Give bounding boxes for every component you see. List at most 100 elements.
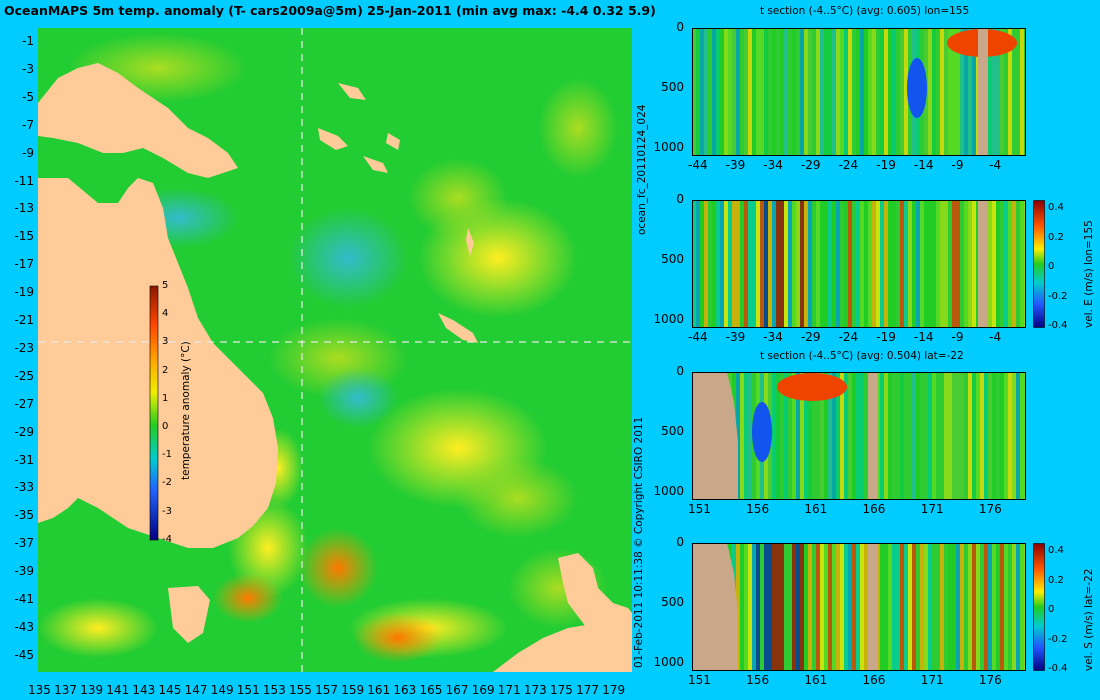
section-stripe (860, 200, 864, 328)
section-stripe (920, 200, 924, 328)
section-stripe (944, 200, 948, 328)
map-y-tick: -37 (14, 536, 34, 551)
section-stripe (740, 372, 744, 500)
section-stripe (752, 543, 756, 671)
section-stripe (912, 200, 916, 328)
run-label: ocean_fc_20110124_024 (636, 104, 648, 235)
section-stripe (956, 28, 960, 156)
section-stripe (996, 543, 1000, 671)
map-x-tick: 155 (289, 683, 312, 697)
section-stripe (696, 200, 700, 328)
section-stripe (788, 28, 792, 156)
section-stripe (952, 543, 956, 671)
map-y-tick: -1 (22, 34, 34, 48)
section-y-tick: 1000 (653, 655, 684, 669)
section-stripe (792, 28, 796, 156)
section-stripe (844, 200, 848, 328)
section-stripe (988, 372, 992, 500)
map-x-tick: 167 (445, 683, 469, 697)
section-stripe (964, 543, 968, 671)
section-y-tick: 0 (676, 192, 684, 206)
section-stripe (892, 372, 896, 500)
velocity-colorbar-tick: -0.4 (1048, 320, 1068, 331)
section-stripe (1008, 200, 1012, 328)
section-stripe (748, 372, 752, 500)
section-stripe (880, 543, 884, 671)
section-stripe (884, 200, 888, 328)
section-panel-3[interactable] (692, 372, 1026, 500)
section-stripe (992, 28, 996, 156)
section-stripe (872, 28, 876, 156)
section-stripe (1004, 372, 1008, 500)
section-stripe (736, 28, 740, 156)
section-stripe (948, 372, 952, 500)
temperature-anomaly-map[interactable] (38, 28, 632, 672)
section-y-tick: 500 (661, 252, 684, 266)
section-x-tick: -44 (688, 158, 708, 172)
section-stripe (864, 543, 868, 671)
section-stripe (876, 28, 880, 156)
section-stripe (884, 543, 888, 671)
section-stripe (772, 28, 776, 156)
section-panel-1[interactable] (692, 28, 1026, 156)
section-panel-4[interactable] (692, 543, 1026, 671)
section-stripe (748, 28, 752, 156)
section-x-tick: -19 (876, 158, 896, 172)
section-stripe (944, 372, 948, 500)
section-stripe (764, 200, 768, 328)
section-stripe (828, 28, 832, 156)
section-stripe (960, 200, 964, 328)
section-stripe (928, 28, 932, 156)
colorbar-tick: -2 (162, 477, 172, 489)
section-stripe (900, 372, 904, 500)
map-x-tick: 163 (393, 683, 417, 697)
velocity-colorbar (1033, 200, 1045, 328)
colorbar-tick: 4 (162, 308, 169, 320)
section-stripe (692, 200, 696, 328)
section-stripe (832, 543, 836, 671)
map-y-tick: -15 (14, 229, 34, 244)
section-stripe (1008, 543, 1012, 671)
map-x-tick: 177 (576, 683, 599, 697)
section-panel-2[interactable] (692, 200, 1026, 328)
section-stripe (848, 28, 852, 156)
section-stripe (1020, 372, 1024, 500)
section-x-tick: 171 (920, 502, 944, 516)
section-stripe (836, 200, 840, 328)
section-stripe (716, 28, 720, 156)
section-stripe (848, 372, 852, 500)
section-x-tick: 161 (804, 502, 828, 516)
section-stripe (996, 372, 1000, 500)
section-x-tick: -9 (951, 158, 964, 172)
section-stripe (708, 28, 712, 156)
section-stripe (792, 200, 796, 328)
section-stripe (992, 543, 996, 671)
section-stripe (920, 372, 924, 500)
section-stripe (924, 200, 928, 328)
section-land-gap (978, 28, 988, 156)
section-stripe (856, 28, 860, 156)
section-stripe (704, 200, 708, 328)
section-stripe (932, 372, 936, 500)
section-stripe (732, 28, 736, 156)
section-stripe (712, 28, 716, 156)
warm-anomaly (777, 373, 847, 401)
section-x-tick: -29 (800, 330, 821, 344)
section-y-tick: 500 (661, 595, 684, 609)
section-stripe (924, 543, 928, 671)
section-stripe (940, 200, 944, 328)
section-stripe (908, 372, 912, 500)
section-stripe (876, 200, 880, 328)
section-stripe (932, 543, 936, 671)
section-stripe (816, 200, 820, 328)
section-stripe (740, 543, 744, 671)
section-stripe (856, 200, 860, 328)
section-stripe (916, 200, 920, 328)
section-land-gap (868, 543, 878, 671)
section-stripe (1020, 28, 1024, 156)
section-stripe (888, 372, 892, 500)
section-stripe (728, 200, 732, 328)
section-stripe (904, 200, 908, 328)
section-stripe (796, 28, 800, 156)
map-x-tick: 151 (236, 683, 260, 697)
